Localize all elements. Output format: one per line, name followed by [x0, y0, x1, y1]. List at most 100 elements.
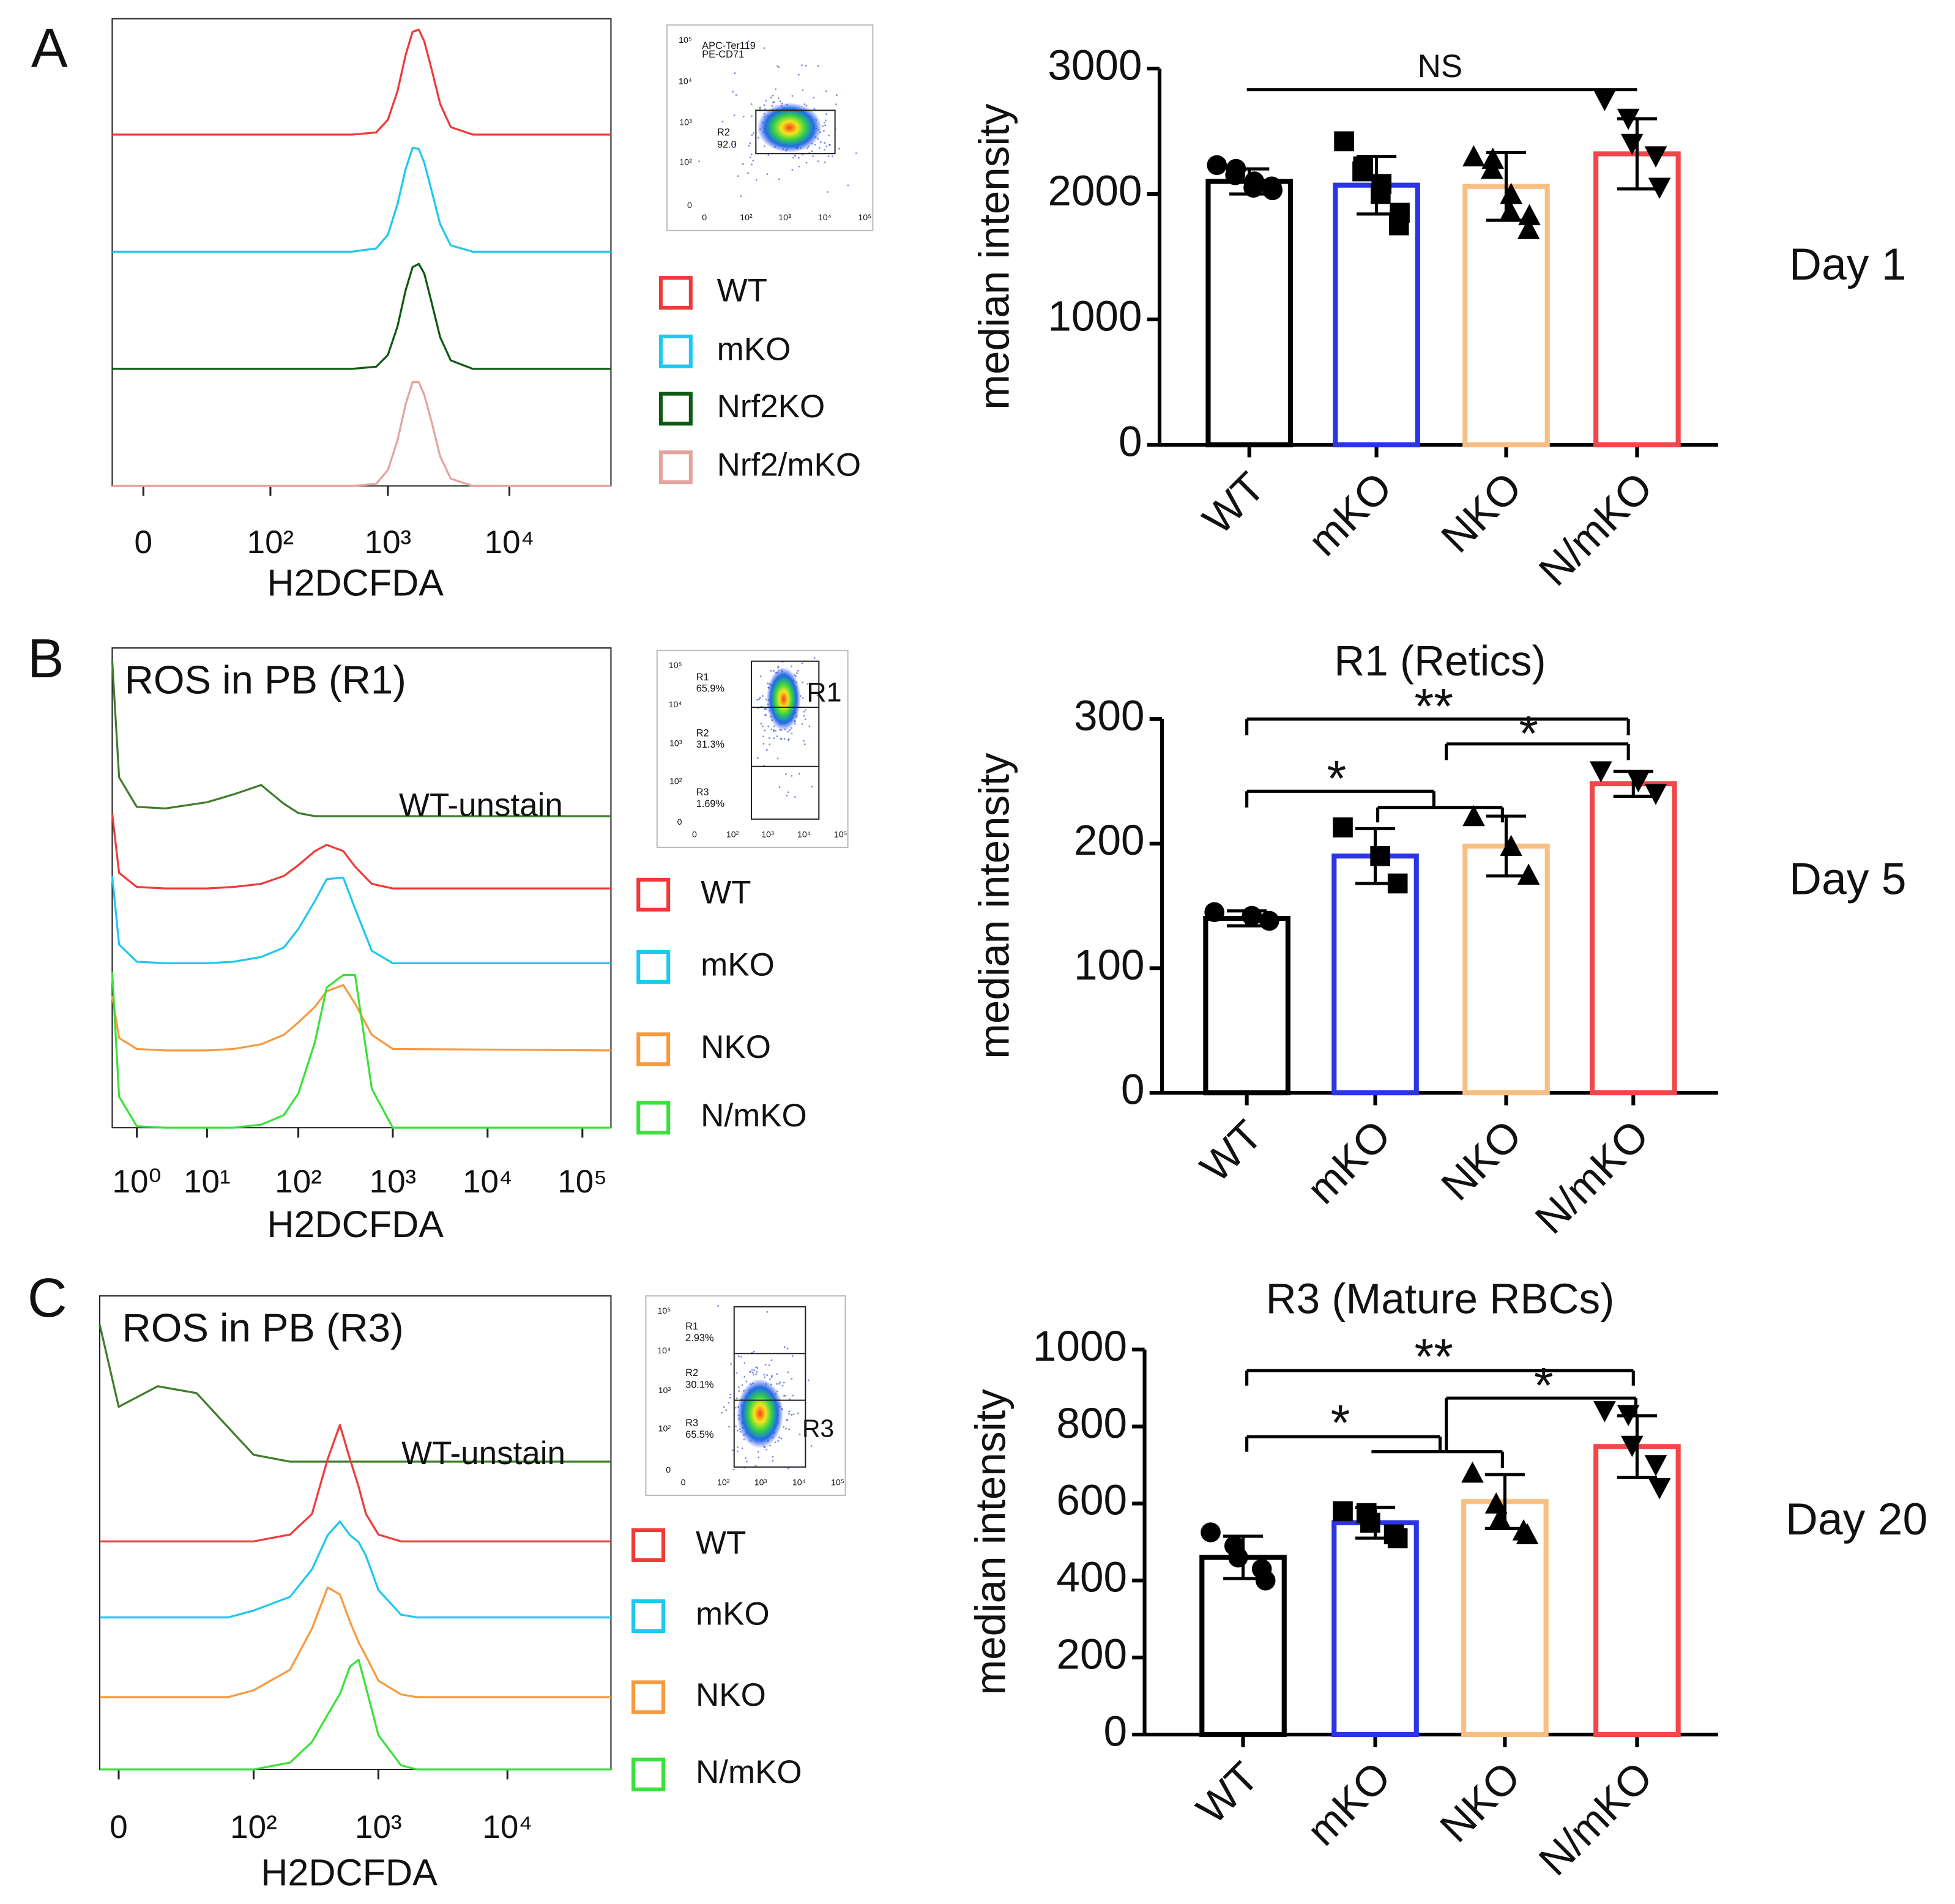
cell-dot — [829, 143, 831, 146]
y-axis-label: median intensity — [970, 103, 1018, 410]
data-point — [1500, 835, 1522, 857]
curve-label: WT-unstain — [399, 787, 563, 824]
cell-dot — [729, 1393, 732, 1396]
data-point — [1617, 1405, 1640, 1427]
cell-dot — [817, 160, 819, 163]
inset-tick-label: 10⁵ — [831, 1478, 844, 1487]
density-curve — [100, 1520, 611, 1619]
x-tick-label: 10² — [275, 1164, 322, 1200]
cell-dot — [743, 1361, 746, 1364]
cell-dot — [737, 1446, 739, 1448]
cell-dot — [804, 718, 806, 721]
inset-tick-label: 10⁴ — [679, 77, 692, 87]
cell-dot — [811, 786, 813, 788]
inset-tick-label: 10⁴ — [657, 1346, 671, 1356]
legend-swatch — [658, 450, 693, 485]
cell-dot — [749, 1370, 751, 1373]
cell-dot — [779, 100, 781, 103]
data-point — [1617, 108, 1640, 130]
cell-dot — [847, 184, 849, 187]
cell-dot — [786, 1419, 789, 1421]
cell-dot — [735, 1397, 738, 1399]
density-blob — [736, 1378, 784, 1449]
gate-label: 30.1% — [685, 1379, 713, 1390]
cell-dot — [777, 1440, 780, 1442]
cell-dot — [823, 121, 825, 124]
data-point — [1516, 1523, 1539, 1545]
inset-tick-label: 10³ — [761, 830, 774, 839]
cell-dot — [808, 725, 811, 727]
cell-dot — [750, 103, 753, 105]
legend-label: mKO — [701, 946, 775, 983]
cell-dot — [764, 714, 766, 716]
data-point — [1627, 771, 1650, 793]
cell-dot — [797, 1412, 799, 1415]
inset-tick-label: 0 — [677, 817, 682, 827]
cell-dot — [737, 1386, 740, 1388]
cell-dot — [819, 141, 822, 143]
x-tick-label: 10⁴ — [485, 524, 535, 560]
cell-dot — [800, 64, 803, 67]
significance-label: * — [1519, 706, 1538, 762]
y-axis-label: median intensity — [970, 753, 1018, 1059]
cell-dot — [798, 157, 800, 159]
inset-tick-label: 10⁵ — [858, 213, 871, 223]
cell-dot — [756, 1367, 759, 1369]
x-tick-label: 0 — [135, 524, 152, 560]
gate — [755, 110, 836, 155]
data-point — [1589, 761, 1612, 783]
cell-dot — [753, 1369, 756, 1372]
panel-label: C — [28, 1267, 67, 1328]
plot-frame — [99, 1295, 612, 1771]
cell-dot — [798, 165, 800, 168]
legend-swatch — [658, 276, 693, 310]
cell-dot — [764, 708, 766, 710]
cell-dot — [805, 64, 807, 67]
cell-dot — [778, 786, 781, 789]
cell-dot — [779, 1381, 781, 1383]
cell-dot — [763, 1374, 765, 1376]
cell-dot — [750, 153, 753, 155]
cell-dot — [781, 1385, 784, 1387]
legend-label: Nrf2KO — [717, 389, 825, 425]
cell-dot — [824, 161, 826, 163]
y-tick-label: 0 — [1121, 1065, 1145, 1113]
cell-dot — [723, 1406, 725, 1408]
cell-dot — [764, 1363, 767, 1366]
legend-label: mKO — [717, 331, 791, 367]
data-point — [1255, 1570, 1276, 1591]
inset-tick-label: 0 — [666, 1465, 671, 1475]
inset-tick-label: 10⁴ — [797, 830, 811, 839]
cell-dot — [736, 1429, 739, 1432]
data-point — [1488, 1508, 1511, 1529]
x-tick-label: 10² — [247, 524, 294, 560]
cell-dot — [755, 179, 758, 181]
cell-dot — [763, 145, 765, 147]
inset-tick-label: 10³ — [778, 213, 791, 223]
chart-title: ROS in PB (R3) — [122, 1305, 404, 1350]
cell-dot — [810, 1445, 813, 1447]
cell-dot — [730, 1363, 732, 1365]
cell-dot — [783, 738, 786, 740]
cell-dot — [770, 1375, 773, 1377]
cell-dot — [826, 191, 829, 193]
cell-dot — [728, 1426, 730, 1428]
cell-dot — [855, 152, 857, 154]
inset-tick-label: 0 — [692, 830, 697, 839]
x-tick-label: 10² — [230, 1809, 277, 1845]
cell-dot — [814, 143, 816, 146]
cell-dot — [764, 729, 766, 732]
cell-dot — [791, 169, 794, 171]
data-point — [1388, 215, 1409, 236]
data-point — [1593, 89, 1616, 111]
data-point — [1484, 1492, 1508, 1514]
legend-label: mKO — [696, 1596, 770, 1632]
cell-dot — [752, 160, 754, 162]
y-tick-label: 600 — [1056, 1476, 1127, 1524]
cell-dot — [769, 1378, 771, 1380]
gate-label: PE-CD71 — [702, 49, 744, 60]
cell-dot — [762, 725, 764, 727]
significance-label: ** — [1415, 1329, 1453, 1385]
cell-dot — [776, 65, 779, 67]
cell-dot — [776, 757, 779, 760]
